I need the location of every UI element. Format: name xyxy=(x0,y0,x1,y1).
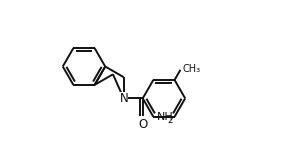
Text: O: O xyxy=(138,118,147,131)
Text: 2: 2 xyxy=(168,116,174,125)
Text: N: N xyxy=(120,92,129,105)
Text: NH: NH xyxy=(157,112,173,122)
Text: CH₃: CH₃ xyxy=(182,64,200,74)
